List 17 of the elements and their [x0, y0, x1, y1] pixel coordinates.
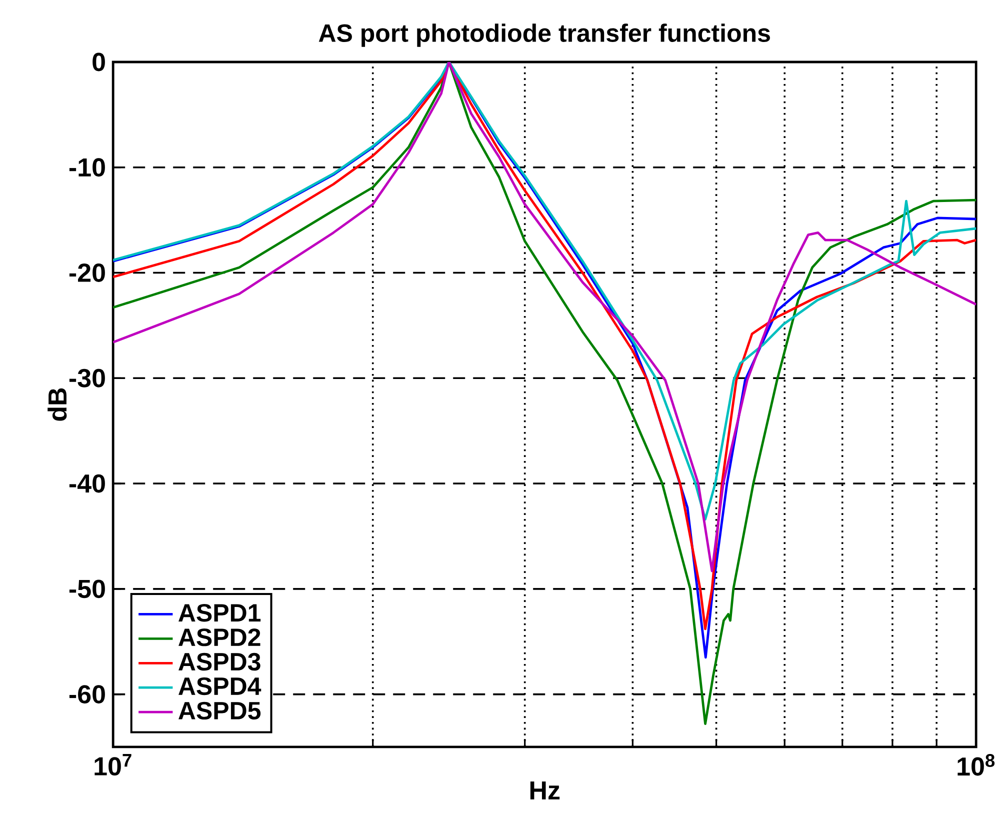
- legend-label: ASPD1: [178, 604, 261, 622]
- y-tick-label: -40: [69, 474, 105, 493]
- legend-label: ASPD3: [178, 652, 260, 671]
- y-tick-label: -30: [69, 368, 105, 388]
- chart-title: AS port photodiode transfer functions: [318, 24, 770, 47]
- legend-label: ASPD4: [178, 677, 262, 696]
- y-tick-label: -50: [69, 580, 105, 598]
- y-tick-label: -20: [69, 264, 105, 282]
- x-axis-title: Hz: [530, 781, 560, 800]
- y-tick-label: 0: [92, 52, 105, 72]
- legend-label: ASPD5: [178, 702, 261, 720]
- y-axis-title: dB: [48, 388, 67, 421]
- y-tick-label: -60: [69, 685, 105, 704]
- y-tick-label: -10: [69, 158, 105, 177]
- x-tick-label: 10$^{8}$: [958, 754, 995, 776]
- x-tick-label: 10$^{7}$: [94, 754, 132, 776]
- legend-label: ASPD2: [178, 628, 260, 646]
